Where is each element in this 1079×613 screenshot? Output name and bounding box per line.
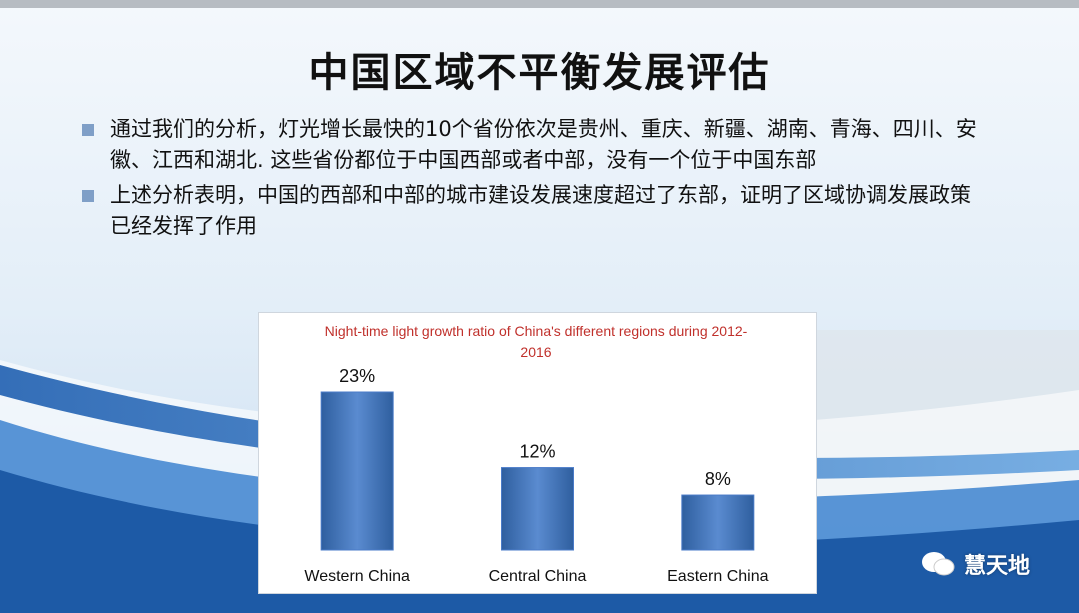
- value-label: 12%: [519, 442, 555, 462]
- value-label: 8%: [705, 469, 731, 489]
- bar: [501, 467, 574, 551]
- bar: [320, 391, 394, 551]
- value-label: 23%: [339, 366, 375, 386]
- chart-title: Night-time light growth ratio of China's…: [324, 323, 748, 360]
- chart-panel: Night-time light growth ratio of China's…: [258, 312, 817, 594]
- x-tick-label: Central China: [489, 568, 587, 585]
- slide-title: 中国区域不平衡发展评估: [308, 50, 771, 96]
- bullet: 上述分析表明，中国的西部和中部的城市建设发展速度超过了东部，证明了区域协调发展政…: [80, 180, 980, 242]
- bar: [681, 494, 755, 551]
- watermark: 慧天地: [920, 548, 1030, 580]
- wechat-icon: [922, 552, 955, 576]
- watermark-text: 慧天地: [964, 554, 1031, 579]
- x-tick-label: Eastern China: [667, 568, 768, 585]
- bullet: 通过我们的分析，灯光增长最快的10个省份依次是贵州、重庆、新疆、湖南、青海、四川…: [80, 114, 980, 176]
- bullet-list: 通过我们的分析，灯光增长最快的10个省份依次是贵州、重庆、新疆、湖南、青海、四川…: [80, 114, 980, 246]
- x-tick-label: Western China: [304, 568, 410, 585]
- chart: 23% Western China 12% Central China 8% Easter…: [304, 366, 768, 585]
